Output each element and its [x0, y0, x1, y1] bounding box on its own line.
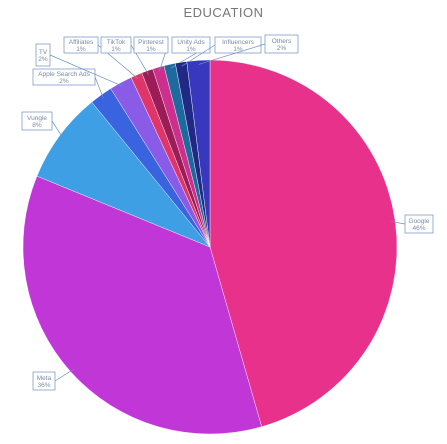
- pie-slice-others: [186, 59, 211, 248]
- slice-label-meta: Meta: [37, 375, 52, 382]
- label-box-pinterest: [133, 36, 169, 54]
- slice-label-influencers: Influencers: [222, 39, 255, 46]
- pie-slice-google: [209, 59, 398, 427]
- label-box-tiktok: [100, 36, 132, 54]
- slice-label-affiliates: Affiliates: [69, 39, 94, 46]
- slice-value-others: 2%: [277, 45, 287, 52]
- label-box-google: [404, 214, 434, 234]
- slice-value-tiktok: 1%: [111, 46, 121, 53]
- slice-value-tv: 2%: [38, 56, 48, 63]
- label-box-apple-search-ads: [32, 68, 96, 86]
- slice-label-pinterest: Pinterest: [138, 39, 164, 46]
- pie-slice-meta: [22, 175, 262, 435]
- label-box-unity-ads: [171, 36, 211, 54]
- slice-value-pinterest: 1%: [146, 46, 156, 53]
- label-box-tv: [35, 43, 51, 67]
- label-box-vungle: [21, 111, 53, 131]
- slice-value-meta: 36%: [37, 382, 50, 389]
- label-box-others: [264, 34, 299, 54]
- label-box-meta: [32, 371, 56, 391]
- slice-label-vungle: Vungle: [27, 115, 47, 122]
- chart-title: EDUCATION: [183, 5, 264, 20]
- slice-label-google: Google: [409, 218, 430, 225]
- leader-line-tv: [49, 54, 123, 87]
- slice-value-google: 46%: [412, 225, 425, 232]
- leader-line-apple-search-ads: [94, 76, 104, 99]
- slice-label-unity-ads: Unity Ads: [177, 39, 205, 46]
- slice-value-affiliates: 1%: [76, 46, 86, 53]
- pie-slice-vungle: [36, 101, 211, 248]
- leader-line-others: [198, 43, 266, 65]
- slice-label-tiktok: TikTok: [107, 39, 126, 46]
- slice-label-others: Others: [272, 38, 292, 45]
- leader-line-vungle: [51, 120, 64, 139]
- leader-line-meta: [54, 368, 74, 382]
- slice-value-vungle: 8%: [32, 122, 42, 129]
- label-box-affiliates: [63, 36, 99, 54]
- slice-value-apple-search-ads: 2%: [59, 78, 69, 85]
- slice-label-tv: TV: [39, 49, 48, 56]
- slice-value-unity-ads: 1%: [186, 46, 196, 53]
- slice-label-apple-search-ads: Apple Search Ads: [38, 71, 90, 78]
- leader-line-google: [391, 221, 406, 225]
- slice-value-influencers: 1%: [233, 46, 243, 53]
